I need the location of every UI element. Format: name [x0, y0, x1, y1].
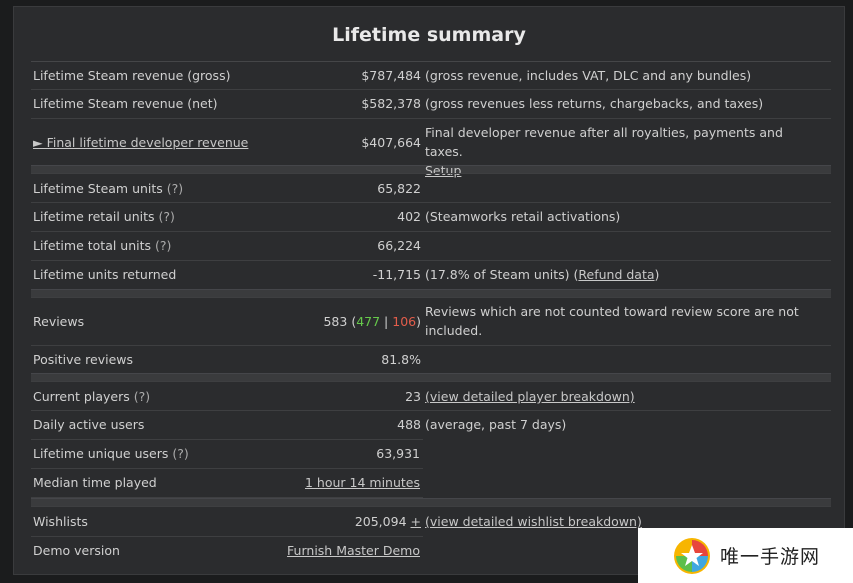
table-row: Wishlists 205,094 + (view detailed wishl… — [31, 506, 831, 536]
row-value: 65,822 — [377, 181, 421, 196]
returned-note-prefix: (17.8% of Steam units) ( — [425, 267, 579, 282]
wishlist-count: 205,094 — [354, 514, 407, 529]
row-value: 81.8% — [381, 352, 421, 367]
row-label: Lifetime total units (?) — [33, 238, 171, 253]
row-value: $582,378 — [361, 96, 421, 111]
median-time-link[interactable]: 1 hour 14 minutes — [305, 475, 420, 490]
reviews-value: 583 (477 | 106) — [323, 314, 421, 329]
table-row: Lifetime Steam revenue (gross) $787,484 … — [31, 61, 831, 89]
player-breakdown-link[interactable]: (view detailed player breakdown) — [425, 389, 635, 404]
table-row: Lifetime Steam revenue (net) $582,378 (g… — [31, 89, 831, 118]
table-row: Current players (?) 23 (view detailed pl… — [31, 381, 831, 410]
unique-users-label: Lifetime unique users — [33, 446, 169, 461]
row-value: 63,931 — [376, 446, 420, 461]
row-label: Wishlists — [33, 514, 88, 529]
refund-data-link[interactable]: Refund data — [578, 267, 655, 282]
row-label: Median time played — [33, 475, 157, 490]
row-note: (view detailed player breakdown) — [425, 387, 820, 406]
section-divider — [31, 373, 831, 381]
negative-review-count: 106 — [392, 314, 417, 329]
positive-review-count: 477 — [356, 314, 381, 329]
table-row: Reviews 583 (477 | 106) Reviews which ar… — [31, 297, 831, 345]
summary-table: Lifetime Steam revenue (gross) $787,484 … — [31, 61, 831, 565]
table-row: Lifetime retail units (?) 402 (Steamwork… — [31, 202, 831, 231]
row-label: Daily active users — [33, 417, 145, 432]
table-row: Lifetime Steam units (?) 65,822 — [31, 173, 831, 202]
table-row: Demo version Furnish Master Demo — [31, 536, 423, 565]
setup-link[interactable]: Setup — [425, 163, 462, 178]
retail-units-label: Lifetime retail units — [33, 209, 155, 224]
row-note: Reviews which are not counted toward rev… — [425, 304, 799, 338]
star-logo-icon — [674, 537, 710, 574]
row-value: 66,224 — [377, 238, 421, 253]
table-row: Lifetime total units (?) 66,224 — [31, 231, 831, 260]
row-label: Lifetime Steam revenue (net) — [33, 96, 218, 111]
steam-units-label: Lifetime Steam units — [33, 181, 163, 196]
returned-note-suffix: ) — [654, 267, 660, 282]
row-note: (gross revenues less returns, chargeback… — [425, 96, 764, 111]
row-value: 488 — [397, 417, 421, 432]
current-players-label: Current players — [33, 389, 130, 404]
table-row: Median time played 1 hour 14 minutes — [31, 468, 423, 498]
help-icon[interactable]: (?) — [158, 209, 175, 224]
reviews-close-paren: ) — [416, 314, 421, 329]
demo-link-cell: Furnish Master Demo — [287, 543, 420, 558]
help-icon[interactable]: (?) — [133, 389, 151, 404]
table-row: Daily active users 488 (average, past 7 … — [31, 410, 831, 439]
row-label: Demo version — [33, 543, 120, 558]
developer-revenue-note: Final developer revenue after all royalt… — [425, 125, 783, 159]
watermark-text: 唯一手游网 — [720, 546, 821, 568]
row-value: $787,484 — [361, 68, 421, 83]
row-note: (17.8% of Steam units) (Refund data) — [425, 265, 820, 284]
row-value: 402 — [397, 209, 421, 224]
wishlist-expand-button[interactable]: + — [410, 514, 421, 529]
section-divider — [31, 165, 831, 173]
help-icon[interactable]: (?) — [166, 181, 184, 196]
watermark-logo: 唯一手游网 — [638, 528, 853, 583]
section-divider — [31, 498, 831, 506]
row-note: (Steamworks retail activations) — [425, 209, 621, 224]
row-note: (average, past 7 days) — [425, 417, 567, 432]
section-divider — [31, 289, 831, 297]
reviews-total: 583 — [323, 314, 348, 329]
row-label: Reviews — [33, 314, 85, 329]
developer-revenue-toggle[interactable]: ► Final lifetime developer revenue — [33, 135, 249, 150]
row-value: -11,715 — [372, 267, 421, 282]
row-note: Final developer revenue after all royalt… — [425, 123, 820, 180]
wishlist-breakdown-link[interactable]: (view detailed wishlist breakdown) — [425, 514, 642, 529]
row-label: Current players (?) — [33, 389, 150, 404]
table-row: Positive reviews 81.8% — [31, 345, 831, 373]
help-icon[interactable]: (?) — [155, 238, 172, 253]
row-label: Lifetime Steam units (?) — [33, 181, 183, 196]
demo-version-link[interactable]: Furnish Master Demo — [287, 543, 420, 558]
row-value: $407,664 — [361, 135, 421, 150]
table-row: Lifetime units returned -11,715 (17.8% o… — [31, 260, 831, 289]
row-label: Positive reviews — [33, 352, 134, 367]
row-label: Lifetime units returned — [33, 267, 177, 282]
row-value: 23 — [405, 389, 421, 404]
lifetime-summary-panel: Lifetime summary Lifetime Steam revenue … — [13, 6, 845, 575]
reviews-open-paren: ( — [351, 314, 357, 329]
page-title: Lifetime summary — [332, 24, 526, 46]
total-units-label: Lifetime total units — [33, 238, 152, 253]
table-row: Lifetime unique users (?) 63,931 — [31, 439, 423, 468]
row-label: Lifetime unique users (?) — [33, 446, 189, 461]
table-row: ► Final lifetime developer revenue $407,… — [31, 118, 831, 178]
row-label: Lifetime Steam revenue (gross) — [33, 68, 231, 83]
reviews-divider: | — [384, 314, 389, 329]
wishlists-value: 205,094 + — [355, 514, 421, 529]
median-time-value[interactable]: 1 hour 14 minutes — [304, 475, 420, 490]
row-label: Lifetime retail units (?) — [33, 209, 175, 224]
row-note: (gross revenue, includes VAT, DLC and an… — [425, 68, 752, 83]
row-note: (view detailed wishlist breakdown) — [425, 512, 820, 531]
help-icon[interactable]: (?) — [172, 446, 189, 461]
